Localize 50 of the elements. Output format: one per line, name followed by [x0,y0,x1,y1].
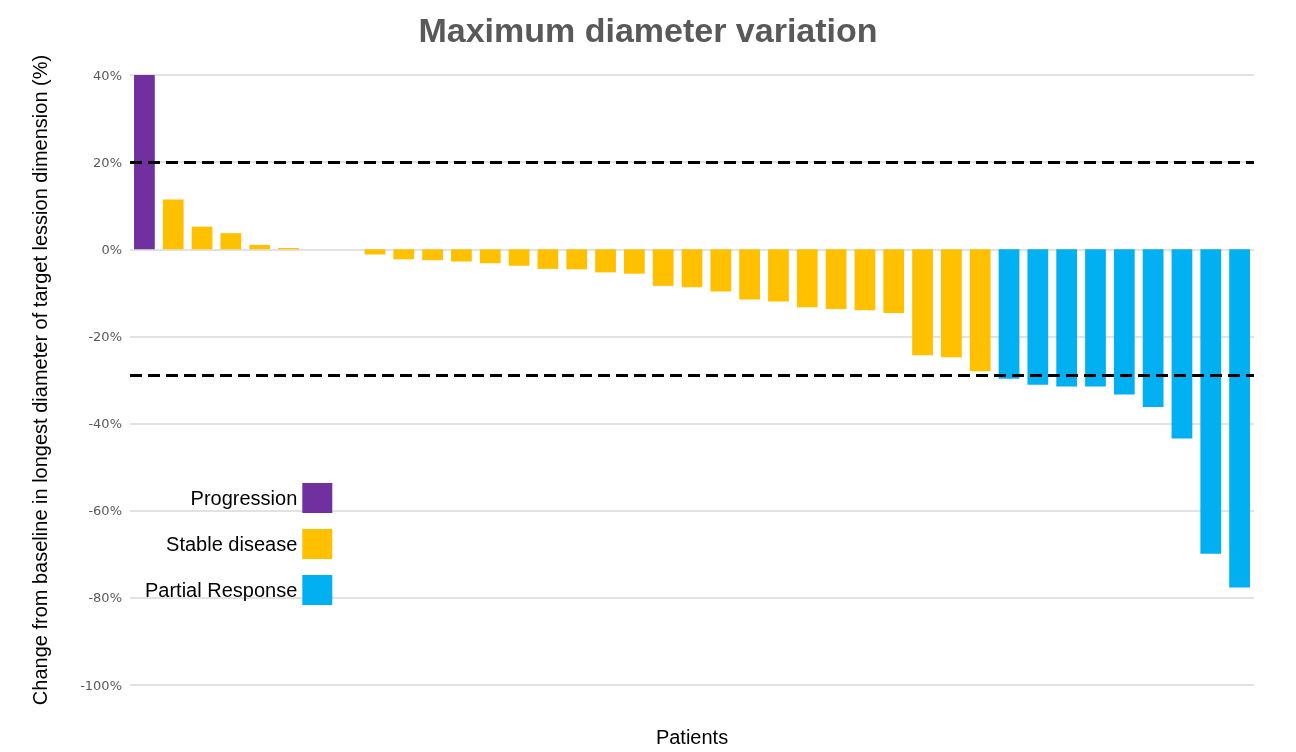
bar [134,75,155,250]
bar [681,249,703,288]
bar [422,249,443,261]
bar [825,249,847,309]
bar [1142,249,1164,408]
bar [393,249,415,260]
bar [623,249,645,274]
bar [1027,249,1049,385]
y-tick-label: -100% [80,677,122,693]
legend-label: Partial Response [144,579,298,601]
bar [652,249,674,286]
bar [768,249,789,302]
bar [969,249,991,372]
bar [883,249,905,313]
y-axis-title: Change from baseline in longest diameter of target lession dimension (%) [29,54,51,706]
bar [854,249,876,311]
y-tick-label: -40% [88,416,122,432]
bar [796,249,818,308]
bar [739,249,761,300]
bar [191,226,213,250]
bar [998,249,1020,379]
y-tick-label: 20% [93,154,122,170]
bar [1200,249,1222,554]
bar [595,249,616,273]
bar [364,249,386,255]
bar [537,249,559,269]
bar [451,249,472,262]
y-tick-label: 0% [101,241,122,257]
y-tick-label: 40% [93,67,122,83]
legend-label: Progression [190,487,298,509]
bar [1085,249,1106,387]
bar [912,249,933,356]
chart-title: Maximum diameter variation [418,11,878,49]
bar [710,249,732,292]
legend-label: Stable disease [166,533,298,555]
bar [1056,249,1078,387]
y-tick-label: -60% [88,503,122,519]
bar [566,249,588,270]
bar [479,249,501,264]
bar [1113,249,1135,395]
y-tick-label: -20% [88,328,122,344]
bar [162,199,184,250]
bar [941,249,962,358]
bar [508,249,530,266]
bar [220,233,242,250]
bar [1171,249,1193,439]
bar [1229,249,1250,588]
y-tick-label: -80% [88,590,122,606]
x-axis-title: Patients [655,726,729,748]
bar [249,244,271,250]
